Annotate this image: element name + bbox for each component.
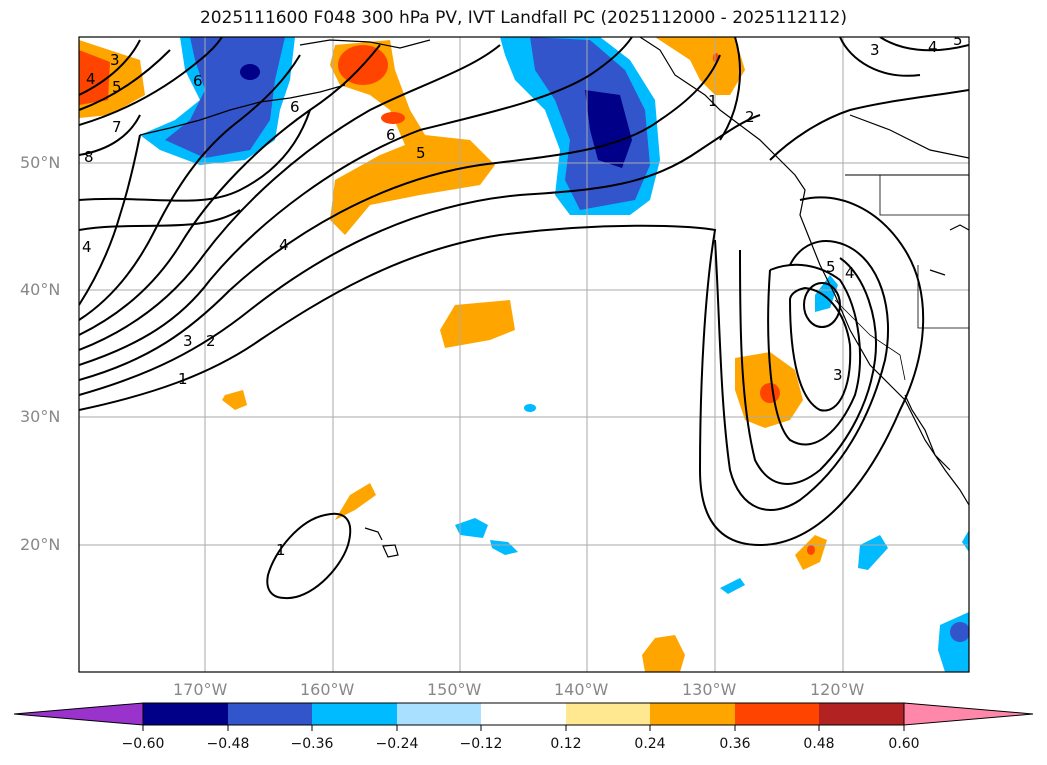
contour-label: 5 xyxy=(953,31,963,49)
lon-label: 140°W xyxy=(554,680,609,699)
contour-label: 4 xyxy=(86,70,96,88)
lat-label: 50°N xyxy=(20,153,61,172)
map-title: 2025111600 F048 300 hPa PV, IVT Landfall… xyxy=(199,8,847,28)
lat-label: 20°N xyxy=(20,535,61,554)
contour-label: 1 xyxy=(178,370,188,388)
coastlines xyxy=(139,37,969,558)
contour-label: 5 xyxy=(826,258,836,276)
colorbar-tick: −0.60 xyxy=(121,736,165,752)
lat-label: 40°N xyxy=(20,280,61,299)
lon-label: 160°W xyxy=(300,680,355,699)
contour-label: 3 xyxy=(870,41,880,59)
contour-label: 8 xyxy=(84,148,94,166)
colorbar-tick: 0.12 xyxy=(550,736,582,752)
contour-label: 5 xyxy=(416,144,426,162)
contour-label: 4 xyxy=(82,238,92,256)
contour-label: 4 xyxy=(279,236,289,254)
contour-label: 6 xyxy=(290,98,300,116)
contour-label: 2 xyxy=(206,332,216,350)
contour-label: 3 xyxy=(833,366,843,384)
colorbar-tick: −0.36 xyxy=(290,736,334,752)
colorbar-tick: 0.24 xyxy=(634,736,666,752)
colorbar-tick: 0.36 xyxy=(719,736,751,752)
colorbar-tick: −0.24 xyxy=(375,736,419,752)
contour-label: 3 xyxy=(183,332,193,350)
contour-label: 6 xyxy=(386,126,396,144)
lon-label: 130°W xyxy=(682,680,737,699)
contour-label: 4 xyxy=(845,264,855,282)
lon-label: 150°W xyxy=(427,680,482,699)
shaded-fields xyxy=(79,37,969,672)
colorbar-tick: 0.60 xyxy=(888,736,920,752)
contour-label: 1 xyxy=(708,92,718,110)
contour-label: 4 xyxy=(928,38,938,56)
contour-label: 6 xyxy=(193,72,203,90)
contour-label: 5 xyxy=(112,78,122,96)
gridlines xyxy=(79,37,969,672)
map-frame xyxy=(78,36,970,673)
colorbar-tick: −0.12 xyxy=(459,736,503,752)
lon-label: 120°W xyxy=(810,680,865,699)
contour-labels: 1 2 3 4 5 6 7 8 3 4 5 6 2 1 1 3 4 5 6 4 … xyxy=(82,31,963,559)
contours xyxy=(79,37,969,600)
colorbar xyxy=(13,702,1034,731)
contour-label: 3 xyxy=(110,51,120,69)
contour-label: 1 xyxy=(276,541,286,559)
lat-label: 30°N xyxy=(20,407,61,426)
contour-label: 2 xyxy=(745,108,755,126)
lon-label: 170°W xyxy=(173,680,228,699)
contour-label: 7 xyxy=(112,118,122,136)
colorbar-tick: −0.48 xyxy=(206,736,250,752)
colorbar-tick: 0.48 xyxy=(803,736,835,752)
